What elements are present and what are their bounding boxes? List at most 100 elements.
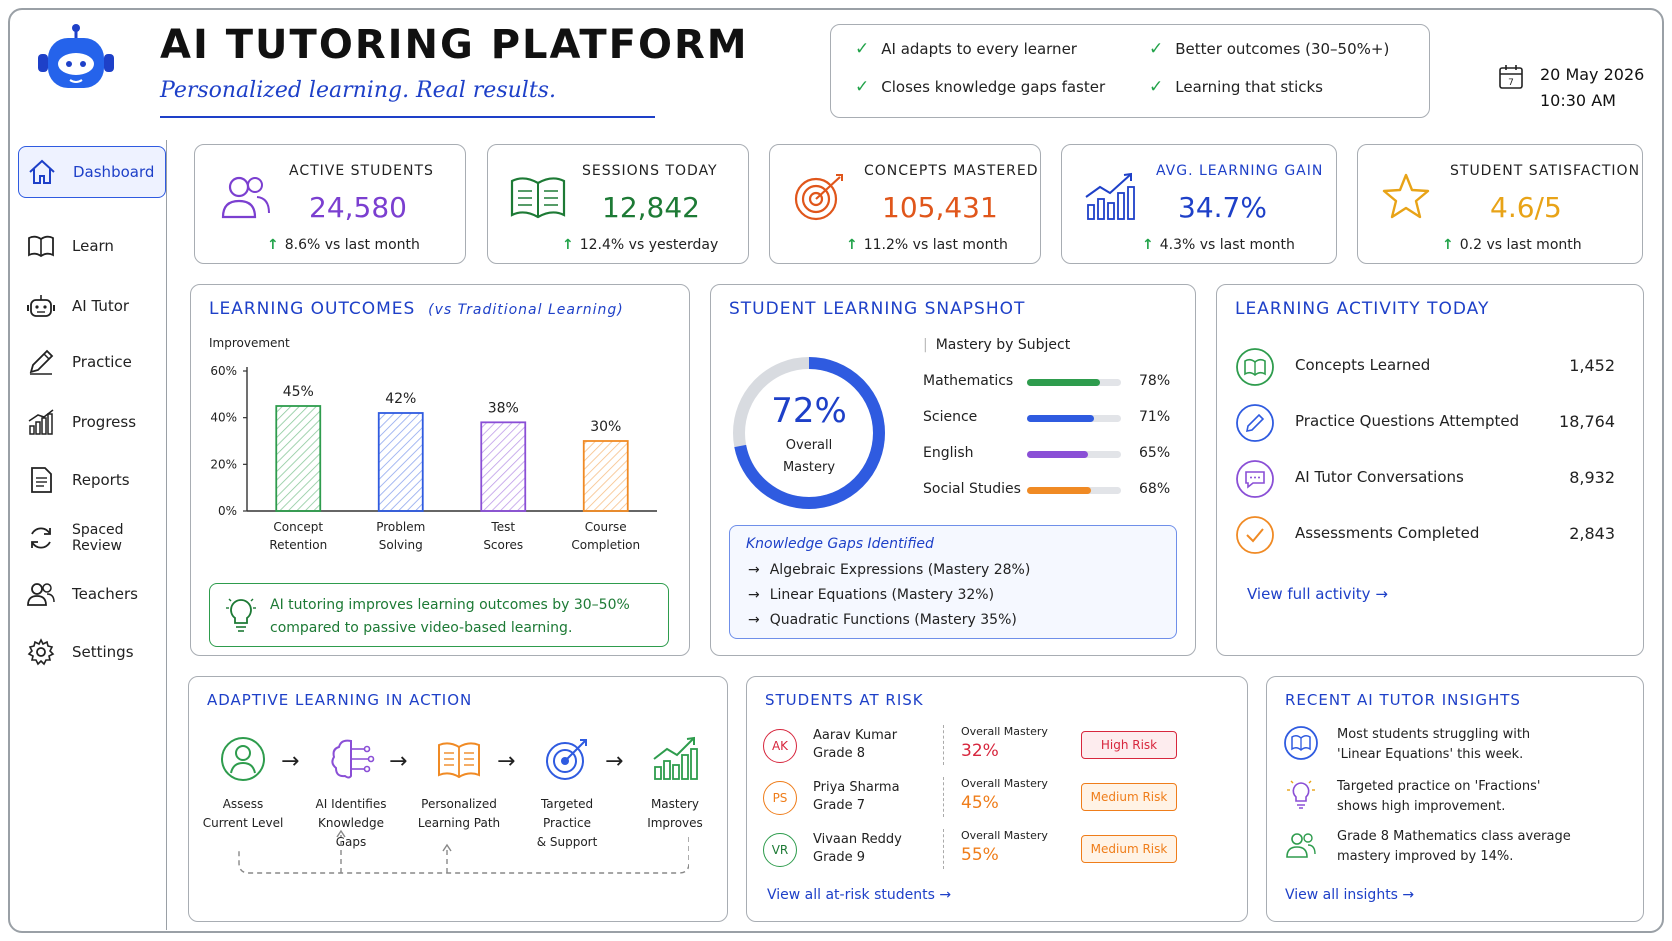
datetime: 20 May 2026 10:30 AM [1540, 62, 1644, 114]
avatar: PS [763, 781, 797, 815]
outcomes-insight: AI tutoring improves learning outcomes b… [209, 583, 669, 647]
mastery-label: Overall Mastery [961, 725, 1048, 738]
subject-bar-fill [1027, 415, 1094, 422]
subject-pct: 71% [1139, 409, 1171, 425]
kpi-card-satisfaction[interactable]: STUDENT SATISFACTION 4.6/5 ↑ 0.2 vs last … [1357, 144, 1643, 264]
gap-item[interactable]: → Linear Equations (Mastery 32%) [748, 587, 995, 603]
outcomes-bar-chart: Improvement 0% 20% 40% 60% 45% Concept Retentio… [209, 336, 657, 552]
bar-0 [275, 405, 322, 512]
target-icon [546, 739, 587, 780]
view-all-insights-link[interactable]: View all insights → [1285, 887, 1415, 903]
activity-row[interactable]: Practice Questions Attempted 18,764 [1235, 403, 1615, 443]
y-tick-label: 40% [210, 411, 237, 425]
mastery-value: 45% [961, 793, 999, 813]
risk-student-row[interactable]: VR Vivaan Reddy Grade 9 Overall Mastery 5… [763, 829, 1183, 873]
section-title: ADAPTIVE LEARNING IN ACTION [207, 691, 473, 709]
sidebar-item-practice[interactable]: Practice [18, 336, 166, 388]
adaptive-step: Assess Current Level [193, 735, 293, 833]
activity-value: 8,932 [1569, 468, 1615, 487]
users-icon [27, 583, 55, 606]
kpi-delta: ↑ 11.2% vs last month [846, 237, 1008, 253]
kpi-delta: ↑ 8.6% vs last month [267, 237, 420, 253]
sidebar-item-learn[interactable]: Learn [18, 220, 166, 272]
subject-bar-track [1027, 487, 1121, 494]
sidebar-item-ai-tutor[interactable]: AI Tutor [18, 280, 166, 332]
view-full-activity-link[interactable]: View full activity → [1247, 585, 1388, 603]
subtitle-underline [160, 116, 655, 118]
sidebar-item-settings[interactable]: Settings [18, 626, 166, 678]
subject-bar-fill [1027, 379, 1101, 386]
kpi-value: 34.7% [1178, 191, 1267, 224]
student-grade: Grade 8 [813, 746, 866, 761]
activity-row[interactable]: AI Tutor Conversations 8,932 [1235, 459, 1615, 499]
sidebar-item-spaced-review[interactable]: Spaced Review [18, 512, 166, 564]
refresh-icon [31, 527, 51, 549]
x-tick-label: Completion [571, 538, 640, 552]
kpi-card-learning-gain[interactable]: AVG. LEARNING GAIN 34.7% ↑ 4.3% vs last m… [1061, 144, 1337, 264]
gap-item[interactable]: → Quadratic Functions (Mastery 35%) [748, 612, 1017, 628]
book-icon [28, 235, 54, 258]
overall-mastery-donut [733, 357, 885, 509]
kpi-delta: ↑ 0.2 vs last month [1442, 237, 1582, 253]
bar-value-label: 42% [385, 391, 416, 407]
gap-item[interactable]: → Algebraic Expressions (Mastery 28%) [748, 562, 1031, 578]
kpi-value: 24,580 [309, 191, 407, 224]
adaptive-step: AI Identifies Knowledge Gaps [301, 735, 401, 852]
benefits-panel: ✓ AI adapts to every learner ✓ Better outc… [830, 24, 1430, 118]
insight-line: Grade 8 Mathematics class average [1337, 829, 1571, 844]
kpi-card-sessions-today[interactable]: SESSIONS TODAY 12,842 ↑ 12.4% vs yesterda… [487, 144, 749, 264]
activity-label: Concepts Learned [1295, 356, 1431, 374]
subject-label: English [923, 445, 974, 461]
mastery-label: Overall Mastery [961, 829, 1048, 842]
mastery-value: 55% [961, 845, 999, 865]
sidebar-item-reports[interactable]: Reports [18, 454, 166, 506]
subject-bar-track [1027, 451, 1121, 458]
avatar: VR [763, 833, 797, 867]
insight-line: Targeted practice on 'Fractions' [1337, 779, 1541, 794]
bar-value-label: 30% [590, 419, 621, 435]
activity-row[interactable]: Concepts Learned 1,452 [1235, 347, 1615, 387]
subject-bar-track [1027, 415, 1121, 422]
activity-value: 1,452 [1569, 356, 1615, 375]
sidebar-item-progress[interactable]: Progress [18, 396, 166, 448]
insight-line: compared to passive video-based learning… [270, 620, 573, 636]
book-icon [510, 177, 566, 219]
time-text: 10:30 AM [1540, 91, 1616, 110]
sidebar-divider [166, 140, 167, 930]
learning-snapshot-panel: STUDENT LEARNING SNAPSHOT 72% Overall Ma… [710, 284, 1196, 656]
insight-line: shows high improvement. [1337, 799, 1506, 814]
insight-line: mastery improved by 14%. [1337, 849, 1514, 864]
activity-row[interactable]: Assessments Completed 2,843 [1235, 515, 1615, 555]
adaptive-step: Mastery Improves [625, 735, 725, 833]
risk-student-row[interactable]: PS Priya Sharma Grade 7 Overall Mastery 4… [763, 777, 1183, 821]
student-name: Aarav Kumar [813, 728, 898, 743]
user-icon [221, 737, 265, 781]
check-icon: ✓ [1149, 77, 1164, 97]
risk-student-row[interactable]: AK Aarav Kumar Grade 8 Overall Mastery 32… [763, 725, 1183, 769]
star-icon [1382, 173, 1430, 219]
pencil-icon [1236, 404, 1274, 442]
kpi-label: STUDENT SATISFACTION [1450, 163, 1641, 179]
bar-value-label: 38% [488, 400, 519, 416]
users-icon [1286, 833, 1316, 858]
users-icon [221, 176, 270, 219]
lightbulb-icon [226, 598, 256, 632]
sidebar-item-label: Progress [72, 413, 137, 431]
adaptive-step: Targeted Practice & Support [517, 735, 617, 852]
calendar-icon: 7 [1499, 65, 1523, 89]
arrow-right-icon: → [497, 749, 516, 774]
sidebar-item-label: Reports [72, 471, 130, 489]
benefit-item: ✓ AI adapts to every learner [855, 39, 1077, 59]
kpi-card-concepts-mastered[interactable]: CONCEPTS MASTERED 105,431 ↑ 11.2% vs last… [769, 144, 1041, 264]
kpi-card-active-students[interactable]: ACTIVE STUDENTS 24,580 ↑ 8.6% vs last mon… [194, 144, 466, 264]
sidebar-item-teachers[interactable]: Teachers [18, 568, 166, 620]
donut-progress-arc [733, 357, 885, 509]
overall-mastery-value: 72% [771, 391, 847, 431]
activity-value: 2,843 [1569, 524, 1615, 543]
sidebar-item-dashboard[interactable]: Dashboard [18, 146, 166, 198]
insight-line: 'Linear Equations' this week. [1337, 747, 1524, 762]
view-at-risk-link[interactable]: View all at-risk students → [767, 887, 952, 903]
book-icon [438, 742, 480, 779]
check-circle-icon [1236, 516, 1274, 554]
sidebar-item-label: Settings [72, 643, 134, 661]
